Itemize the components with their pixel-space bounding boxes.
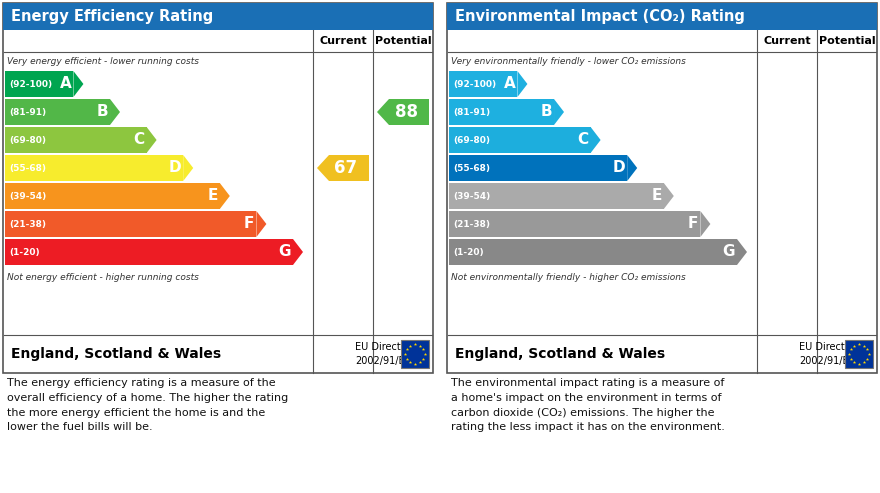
Text: F: F [244,216,254,232]
Text: EU Directive
2002/91/EC: EU Directive 2002/91/EC [799,343,859,366]
Bar [3,3,433,30]
Text: (92-100): (92-100) [9,79,52,89]
Polygon shape [627,155,637,181]
Text: (55-68): (55-68) [453,164,490,173]
Bar [3,3,433,373]
Text: B: B [97,105,108,119]
Bar [449,155,627,181]
Text: Energy Efficiency Rating: Energy Efficiency Rating [11,9,213,24]
Polygon shape [554,99,564,125]
Text: D: D [169,161,181,176]
Text: The environmental impact rating is a measure of
a home's impact on the environme: The environmental impact rating is a mea… [451,378,725,432]
Bar [5,155,183,181]
Text: A: A [503,76,516,92]
Polygon shape [664,183,674,209]
Text: B: B [540,105,552,119]
Bar [5,99,110,125]
Text: C: C [134,133,144,147]
Bar [5,71,73,97]
Text: Potential: Potential [818,36,876,46]
Text: E: E [651,188,662,204]
Text: (81-91): (81-91) [9,107,46,116]
Polygon shape [590,127,601,153]
Text: (21-38): (21-38) [9,219,46,228]
Text: Not environmentally friendly - higher CO₂ emissions: Not environmentally friendly - higher CO… [451,273,686,282]
Text: (39-54): (39-54) [453,191,490,201]
Bar [449,183,664,209]
Bar [845,340,873,368]
Text: England, Scotland & Wales: England, Scotland & Wales [455,347,665,361]
Text: (69-80): (69-80) [453,136,490,144]
Bar [5,239,293,265]
Polygon shape [73,71,84,97]
Text: Potential: Potential [375,36,431,46]
Polygon shape [110,99,120,125]
Text: (21-38): (21-38) [453,219,490,228]
Text: F: F [688,216,699,232]
Bar [449,239,737,265]
Bar [5,183,220,209]
Text: Environmental Impact (CO₂) Rating: Environmental Impact (CO₂) Rating [455,9,744,24]
Text: C: C [577,133,589,147]
Polygon shape [377,99,389,125]
Polygon shape [220,183,230,209]
Polygon shape [256,211,267,237]
Text: 67: 67 [334,159,357,177]
Text: (69-80): (69-80) [9,136,46,144]
Text: (1-20): (1-20) [9,247,40,256]
Polygon shape [147,127,157,153]
Text: EU Directive
2002/91/EC: EU Directive 2002/91/EC [355,343,415,366]
Text: 88: 88 [394,103,417,121]
Bar [449,211,700,237]
Bar [449,71,517,97]
Text: Not energy efficient - higher running costs: Not energy efficient - higher running co… [7,273,199,282]
Bar [447,3,877,30]
Bar [5,127,147,153]
Bar [329,155,369,181]
Text: Current: Current [763,36,810,46]
Text: Very environmentally friendly - lower CO₂ emissions: Very environmentally friendly - lower CO… [451,58,686,67]
Bar [5,211,256,237]
Text: (1-20): (1-20) [453,247,484,256]
Text: The energy efficiency rating is a measure of the
overall efficiency of a home. T: The energy efficiency rating is a measur… [7,378,289,432]
Text: G: G [722,245,735,259]
Polygon shape [317,155,329,181]
Text: A: A [60,76,71,92]
Text: G: G [278,245,291,259]
Text: Current: Current [319,36,367,46]
Bar [449,99,554,125]
Text: England, Scotland & Wales: England, Scotland & Wales [11,347,221,361]
Text: D: D [612,161,625,176]
Bar [449,127,590,153]
Polygon shape [700,211,710,237]
Bar [401,340,429,368]
Text: (39-54): (39-54) [9,191,47,201]
Text: E: E [208,188,218,204]
Polygon shape [183,155,194,181]
Polygon shape [737,239,747,265]
Bar [447,3,877,373]
Polygon shape [517,71,527,97]
Bar [389,99,429,125]
Text: (55-68): (55-68) [9,164,46,173]
Text: (92-100): (92-100) [453,79,496,89]
Polygon shape [293,239,303,265]
Text: (81-91): (81-91) [453,107,490,116]
Text: Very energy efficient - lower running costs: Very energy efficient - lower running co… [7,58,199,67]
